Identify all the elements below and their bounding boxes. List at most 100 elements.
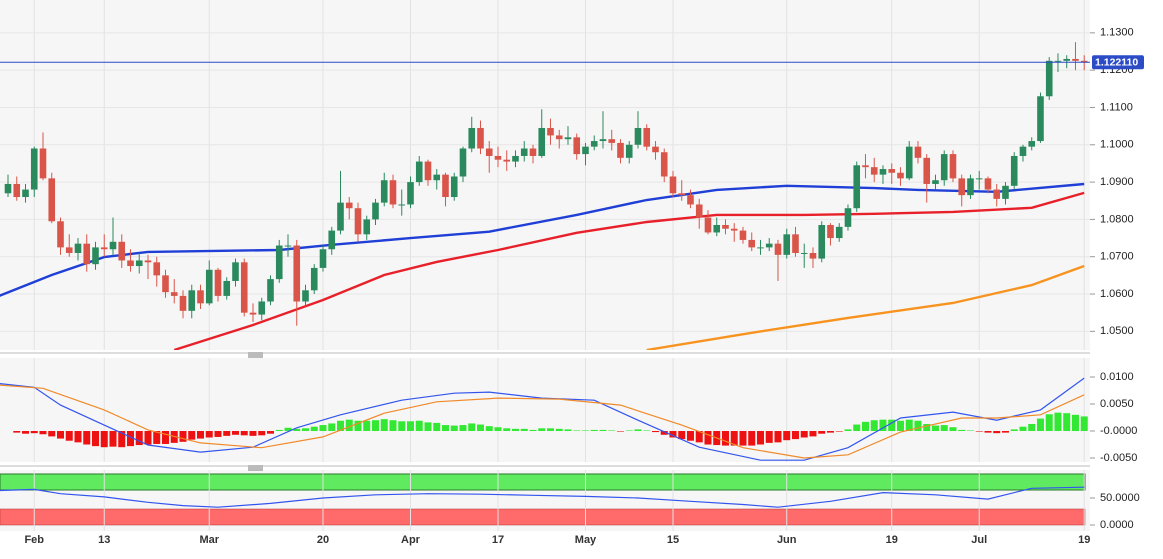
indicator-line: [646, 264, 1085, 350]
x-tick-label: 13: [98, 534, 110, 546]
histogram-bar: [100, 431, 108, 448]
histogram-bar: [993, 431, 1001, 434]
candle-body: [774, 243, 782, 255]
histogram-bar: [888, 419, 896, 432]
histogram-bar: [651, 431, 659, 433]
histogram-bar: [354, 420, 362, 432]
candle-body: [450, 176, 458, 198]
indicator-line: [0, 384, 1085, 459]
panel-2: [0, 470, 1085, 531]
candle-body: [48, 178, 56, 222]
histogram-bar: [958, 429, 966, 432]
histogram-bar: [380, 419, 388, 432]
candle-body: [529, 148, 537, 156]
x-tick-label: May: [575, 534, 597, 546]
histogram-bar: [1054, 412, 1062, 432]
candle-body: [748, 239, 756, 248]
candle-body: [792, 234, 799, 253]
candle-body: [853, 165, 861, 209]
oversold-band: [0, 508, 1086, 526]
candle-body: [625, 144, 633, 158]
histogram-bar: [284, 427, 292, 432]
candle-body: [1080, 60, 1088, 63]
candle-body: [844, 208, 852, 227]
y-tick-label: 1.0900: [1100, 176, 1134, 188]
candle-body: [1010, 155, 1018, 186]
candle-body: [739, 230, 747, 240]
candle-body: [293, 245, 301, 302]
histogram-bar: [144, 431, 152, 445]
histogram-bar: [1019, 426, 1027, 432]
histogram-bar: [240, 431, 248, 436]
candle-body: [809, 252, 817, 259]
histogram-bar: [730, 431, 738, 446]
candle-body: [818, 225, 826, 259]
y-tick-label: 1.0500: [1100, 325, 1134, 337]
y-tick-label: 0.0050: [1100, 398, 1134, 410]
histogram-bar: [109, 431, 117, 447]
histogram-bar: [214, 431, 222, 437]
candle-body: [310, 267, 318, 291]
candle-body: [932, 180, 939, 184]
histogram-bar: [923, 423, 931, 432]
candle-body: [827, 225, 834, 239]
candle-body: [74, 243, 82, 253]
candle-body: [1045, 60, 1053, 97]
candle-body: [608, 139, 616, 143]
candle-body: [284, 245, 292, 247]
candle-body: [1037, 96, 1044, 142]
resize-handle[interactable]: [248, 465, 263, 471]
candle-body: [302, 290, 309, 302]
histogram-bar: [188, 431, 196, 440]
histogram-bar: [678, 431, 686, 440]
resize-handle[interactable]: [248, 352, 263, 358]
histogram-bar: [940, 425, 948, 432]
candle-body: [477, 127, 484, 149]
candle-body: [704, 217, 712, 233]
candle-body: [713, 225, 721, 233]
histogram-bar: [336, 420, 344, 432]
last-price-box: [1092, 55, 1144, 70]
candle-body: [389, 180, 397, 205]
histogram-bar: [83, 431, 91, 445]
histogram-bar: [503, 428, 511, 432]
candle-body: [669, 176, 677, 194]
candle-body: [363, 219, 371, 235]
x-tick-label: Jun: [777, 534, 797, 546]
candle-body: [494, 155, 502, 160]
candle-body: [617, 142, 624, 158]
y-tick-label: 1.1300: [1100, 27, 1134, 39]
candle-body: [800, 252, 808, 254]
candle-body: [573, 137, 581, 155]
panel-0: [0, 0, 1090, 350]
histogram-bar: [179, 431, 187, 442]
candle-body: [205, 269, 213, 304]
histogram-bar: [643, 430, 651, 432]
histogram-bar: [573, 430, 581, 432]
x-tick-label: 15: [667, 534, 679, 546]
histogram-bar: [345, 419, 353, 432]
candle-body: [380, 180, 388, 203]
candle-body: [967, 178, 974, 196]
x-tick-label: Mar: [199, 534, 219, 546]
histogram-bar: [65, 431, 73, 441]
histogram-bar: [135, 431, 143, 446]
candle-body: [267, 279, 274, 302]
candle-body: [337, 202, 344, 231]
y-tick-label: 0.0000: [1100, 519, 1134, 531]
histogram-bar: [126, 431, 134, 447]
candle-body: [232, 262, 239, 281]
x-tick-label: Apr: [401, 534, 421, 546]
candle-body: [153, 262, 161, 276]
histogram-bar: [844, 429, 852, 432]
y-tick-label: 1.0800: [1100, 213, 1134, 225]
candle-body: [923, 157, 931, 184]
x-tick-label: Feb: [24, 534, 44, 546]
candle-body: [442, 174, 449, 198]
candle-body: [118, 241, 126, 261]
histogram-bar: [223, 431, 231, 436]
y-tick-label: 1.0600: [1100, 288, 1134, 300]
candle-body: [30, 148, 38, 190]
x-tick-label: 19: [886, 534, 898, 546]
candle-body: [643, 127, 651, 147]
